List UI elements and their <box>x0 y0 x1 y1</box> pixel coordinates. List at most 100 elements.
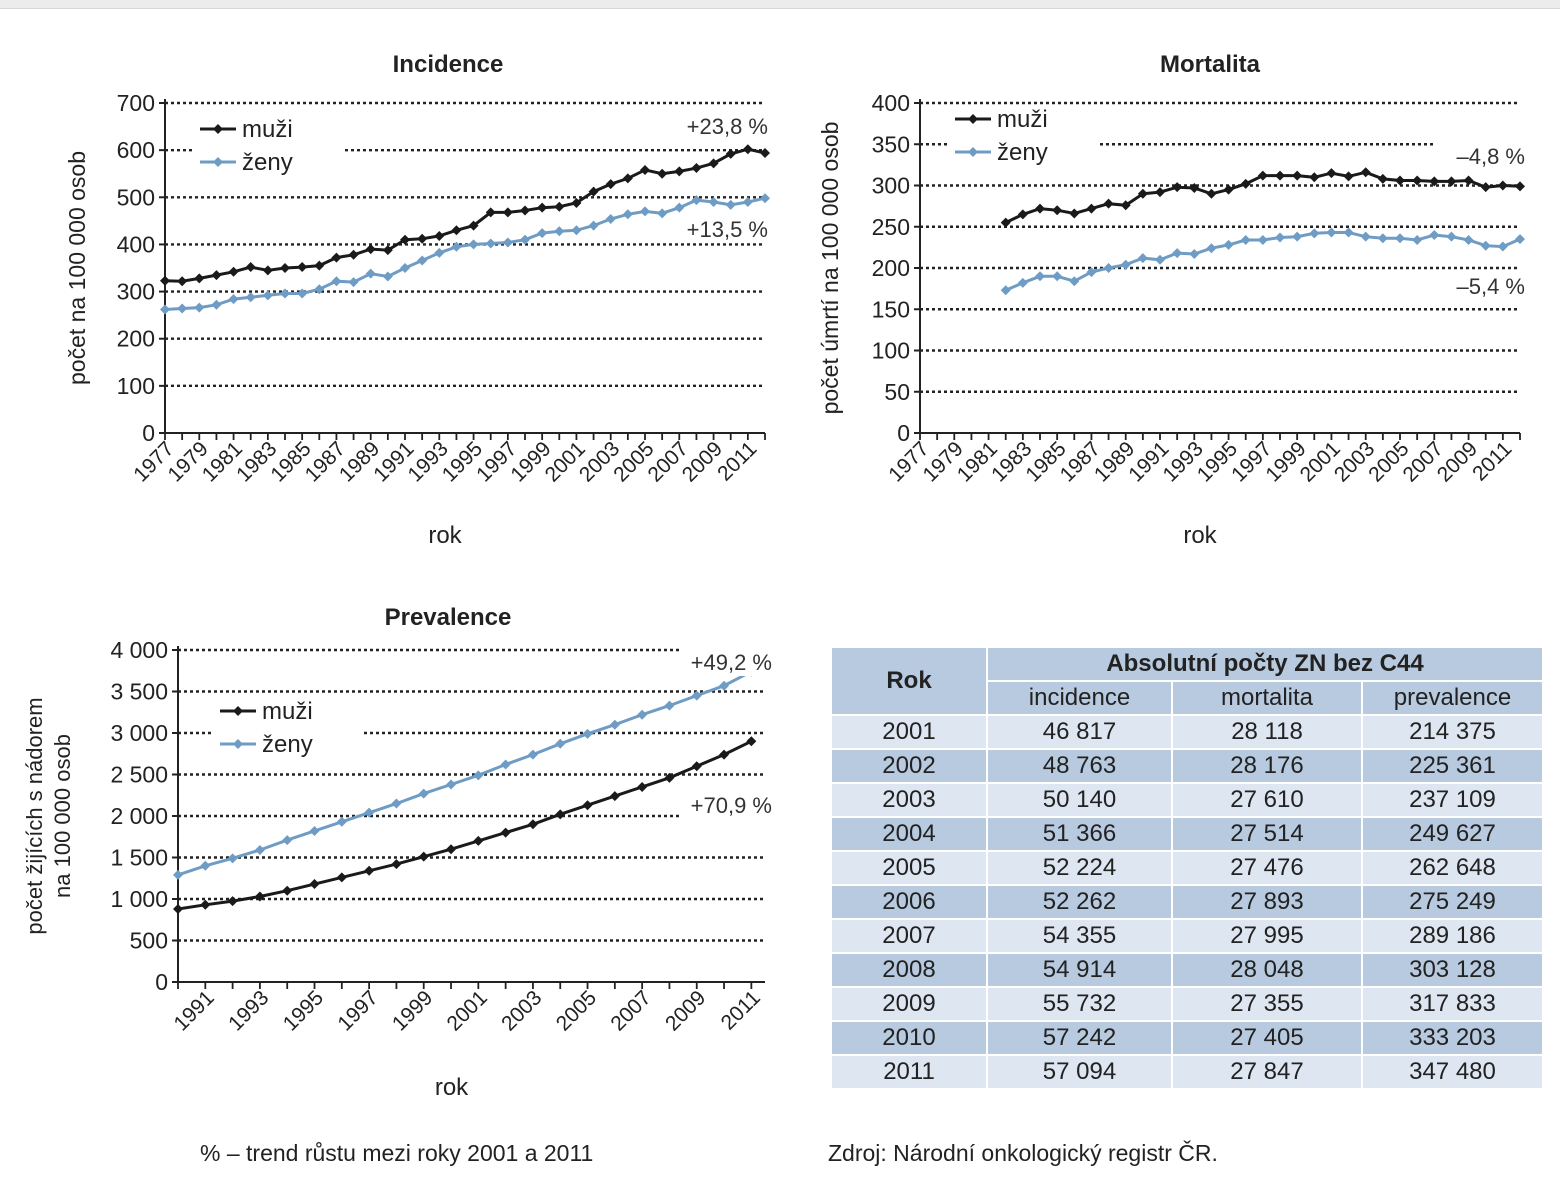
data-point <box>1326 168 1337 179</box>
data-point <box>1086 203 1097 214</box>
data-point <box>382 271 393 282</box>
data-point <box>1429 230 1440 240</box>
legend-marker <box>233 739 243 749</box>
data-point <box>622 209 633 220</box>
table-row: 2004 51 366 27 514 249 627 <box>830 816 1544 852</box>
data-point <box>609 791 620 802</box>
data-point <box>691 195 702 206</box>
data-point <box>417 255 428 266</box>
table-year-cell: 2009 <box>830 986 988 1022</box>
trend-annotation: –4,8 % <box>1457 144 1526 169</box>
data-point <box>468 239 479 250</box>
data-point <box>582 800 593 811</box>
x-tick-label-group: 2011 <box>1468 437 1516 485</box>
table-value-cell: 28 118 <box>1171 714 1363 750</box>
data-point <box>1429 176 1440 187</box>
table-year-cell: 2001 <box>830 714 988 750</box>
data-point <box>527 749 538 760</box>
data-point <box>1292 170 1303 181</box>
data-point <box>1309 172 1320 183</box>
table-column-header: mortalita <box>1171 680 1363 716</box>
x-axis-label: rok <box>435 1074 469 1101</box>
data-point <box>657 208 668 219</box>
data-point <box>364 807 375 818</box>
data-point <box>1395 233 1405 244</box>
table-value-cell: 249 627 <box>1361 816 1544 852</box>
data-point <box>760 147 770 158</box>
table-year-cell: 2002 <box>830 748 988 784</box>
table-value-cell: 317 833 <box>1361 986 1544 1022</box>
data-point <box>742 144 753 155</box>
data-point <box>434 230 445 241</box>
annotation-background <box>1433 272 1525 300</box>
annotation-background <box>676 215 768 243</box>
source-note: Zdroj: Národní onkologický registr ČR. <box>828 1140 1218 1166</box>
data-point <box>1240 234 1251 245</box>
y-tick-label: 0 <box>897 420 910 446</box>
table-row: 2007 54 355 27 995 289 186 <box>830 918 1544 954</box>
y-tick-label: 3 500 <box>110 679 168 705</box>
data-point <box>502 237 513 248</box>
absolute-counts-table-wrapper: Rok Absolutní počty ZN bez C44 incidence… <box>830 646 1544 1090</box>
data-point <box>571 197 582 208</box>
table-row: 2003 50 140 27 610 237 109 <box>830 782 1544 818</box>
data-point <box>245 262 256 273</box>
data-point <box>1223 239 1234 250</box>
chart-title: Incidence <box>393 51 504 78</box>
trend-annotation: +49,2 % <box>691 650 772 675</box>
data-point <box>1515 181 1525 192</box>
table-value-cell: 27 995 <box>1171 918 1363 954</box>
data-point <box>1343 227 1354 238</box>
table-year-cell: 2008 <box>830 952 988 988</box>
data-point <box>1257 170 1268 181</box>
legend-label: ženy <box>997 139 1048 166</box>
table-row: 2006 52 262 27 893 275 249 <box>830 884 1544 920</box>
table-value-cell: 46 817 <box>986 714 1173 750</box>
data-point <box>555 809 566 820</box>
data-point <box>382 245 393 256</box>
data-point <box>1446 176 1457 187</box>
legend-marker <box>213 124 223 134</box>
data-point <box>520 205 530 216</box>
table-value-cell: 57 242 <box>986 1020 1173 1056</box>
y-tick-label: 300 <box>117 279 155 305</box>
data-point <box>664 700 675 711</box>
table-row: 2010 57 242 27 405 333 203 <box>830 1020 1544 1056</box>
table-value-cell: 48 763 <box>986 748 1173 784</box>
x-tick-label: 1995 <box>279 986 328 1035</box>
y-axis-label-text: počet úmrtí na 100 000 osob <box>817 122 843 415</box>
data-point <box>1189 248 1200 259</box>
table-corner-header: Rok <box>830 646 988 716</box>
y-tick-label: 300 <box>872 173 910 199</box>
data-point <box>1155 187 1165 198</box>
x-tick-label: 2011 <box>717 986 765 1034</box>
data-point <box>520 234 530 245</box>
annotation-background <box>1433 142 1525 170</box>
data-point <box>708 158 719 169</box>
table-row: 2002 48 763 28 176 225 361 <box>830 748 1544 784</box>
x-tick-label-group: 2005 <box>552 986 601 1035</box>
trend-annotation: –5,4 % <box>1457 274 1526 299</box>
y-tick-label: 400 <box>872 90 910 116</box>
table-value-cell: 57 094 <box>986 1054 1173 1090</box>
x-tick-label: 1997 <box>333 986 382 1035</box>
x-tick-label-group: 1991 <box>170 986 219 1035</box>
y-axis-label: počet na 100 000 osob <box>64 151 90 385</box>
legend-marker <box>968 114 978 124</box>
x-tick-label: 1993 <box>224 986 273 1035</box>
x-tick-label-group: 1993 <box>224 986 273 1035</box>
data-point <box>280 288 290 299</box>
table-value-cell: 225 361 <box>1361 748 1544 784</box>
y-axis-label: počet úmrtí na 100 000 osob <box>817 122 843 415</box>
x-tick-label: 1999 <box>388 986 437 1035</box>
data-point <box>160 304 170 315</box>
data-point <box>1446 231 1457 242</box>
x-tick-label-group: 2007 <box>606 986 655 1035</box>
data-point <box>160 275 170 286</box>
data-point <box>1155 254 1165 265</box>
y-tick-label: 4 000 <box>110 637 168 663</box>
trend-annotation: +13,5 % <box>687 217 768 242</box>
data-point <box>446 779 457 790</box>
data-point <box>657 168 668 179</box>
data-point <box>473 835 484 846</box>
